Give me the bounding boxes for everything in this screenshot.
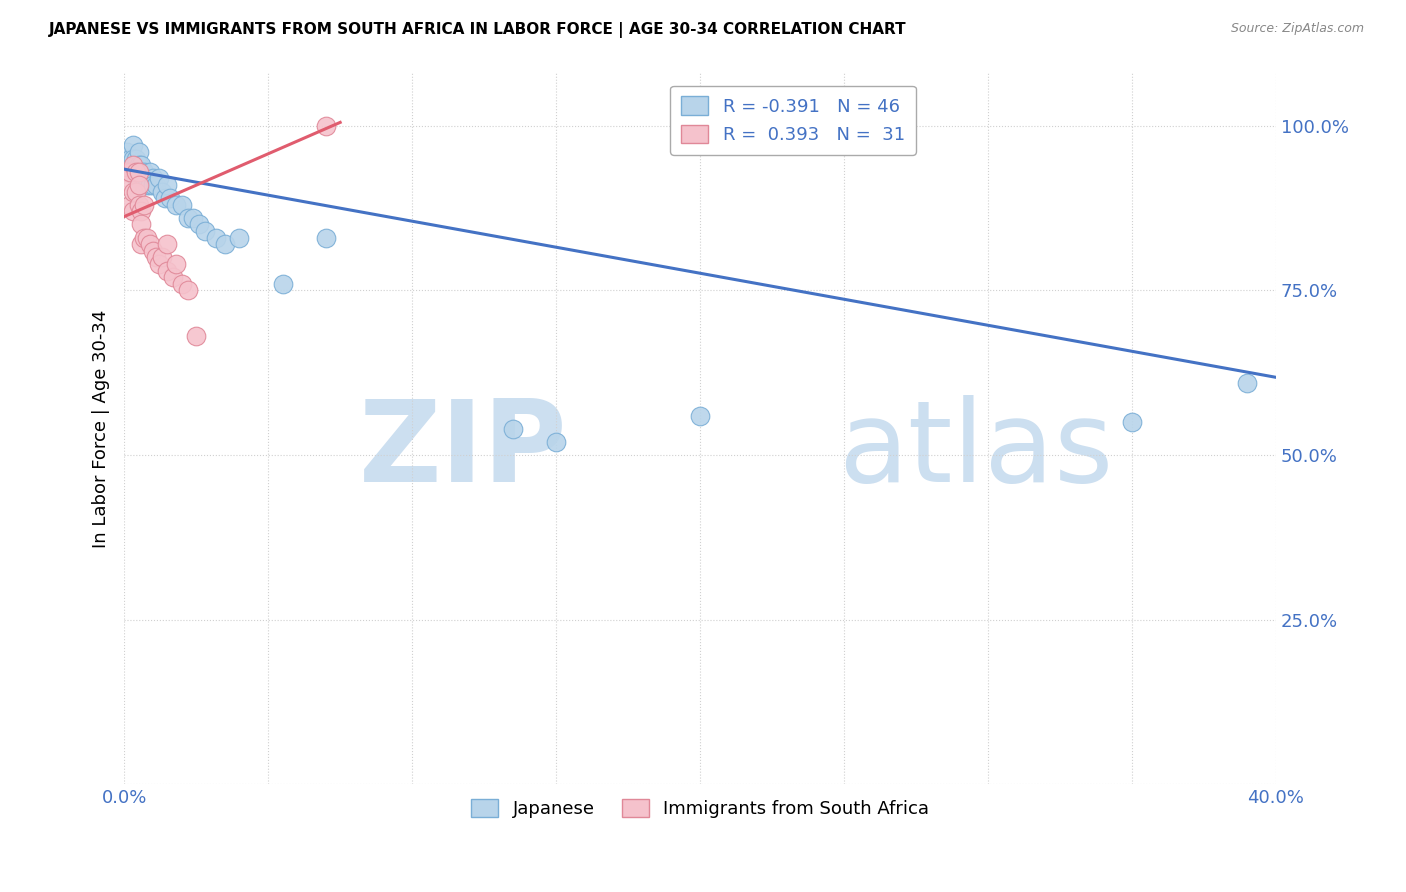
Point	[156, 263, 179, 277]
Point	[136, 171, 159, 186]
Point	[181, 211, 204, 225]
Point	[176, 211, 198, 225]
Point	[205, 230, 228, 244]
Point	[125, 158, 148, 172]
Point	[139, 165, 162, 179]
Point	[228, 230, 250, 244]
Point	[546, 434, 568, 449]
Point	[150, 251, 173, 265]
Point	[115, 145, 138, 159]
Point	[118, 198, 141, 212]
Point	[142, 178, 165, 192]
Point	[159, 191, 181, 205]
Point	[128, 171, 150, 186]
Point	[162, 270, 184, 285]
Point	[153, 191, 176, 205]
Point	[131, 237, 153, 252]
Point	[186, 329, 208, 343]
Point	[115, 178, 138, 192]
Point	[148, 171, 170, 186]
Point	[131, 171, 153, 186]
Point	[128, 158, 150, 172]
Point	[131, 158, 153, 172]
Point	[121, 204, 143, 219]
Point	[115, 165, 138, 179]
Point	[118, 165, 141, 179]
Point	[118, 152, 141, 166]
Point	[134, 165, 156, 179]
Legend: Japanese, Immigrants from South Africa: Japanese, Immigrants from South Africa	[464, 791, 936, 825]
Point	[125, 165, 148, 179]
Point	[165, 257, 187, 271]
Point	[315, 230, 337, 244]
Point	[134, 178, 156, 192]
Y-axis label: In Labor Force | Age 30-34: In Labor Force | Age 30-34	[93, 310, 110, 548]
Point	[142, 244, 165, 258]
Text: ZIP: ZIP	[359, 394, 568, 506]
Point	[125, 152, 148, 166]
Text: JAPANESE VS IMMIGRANTS FROM SOUTH AFRICA IN LABOR FORCE | AGE 30-34 CORRELATION : JAPANESE VS IMMIGRANTS FROM SOUTH AFRICA…	[49, 22, 907, 38]
Point	[115, 158, 138, 172]
Point	[139, 237, 162, 252]
Point	[170, 198, 193, 212]
Point	[170, 277, 193, 291]
Point	[150, 185, 173, 199]
Point	[145, 251, 167, 265]
Point	[1121, 415, 1143, 429]
Point	[165, 198, 187, 212]
Point	[121, 185, 143, 199]
Point	[121, 158, 143, 172]
Point	[131, 165, 153, 179]
Point	[121, 152, 143, 166]
Point	[136, 178, 159, 192]
Point	[148, 257, 170, 271]
Point	[125, 185, 148, 199]
Point	[136, 230, 159, 244]
Point	[125, 171, 148, 186]
Point	[689, 409, 711, 423]
Point	[1236, 376, 1258, 390]
Point	[156, 178, 179, 192]
Point	[142, 171, 165, 186]
Text: atlas: atlas	[838, 394, 1114, 506]
Point	[121, 138, 143, 153]
Point	[134, 230, 156, 244]
Point	[131, 218, 153, 232]
Point	[121, 165, 143, 179]
Point	[502, 422, 524, 436]
Point	[128, 178, 150, 192]
Point	[134, 198, 156, 212]
Point	[315, 119, 337, 133]
Point	[188, 218, 211, 232]
Point	[128, 198, 150, 212]
Text: Source: ZipAtlas.com: Source: ZipAtlas.com	[1230, 22, 1364, 36]
Point	[145, 178, 167, 192]
Point	[194, 224, 217, 238]
Point	[156, 237, 179, 252]
Point	[214, 237, 236, 252]
Point	[128, 165, 150, 179]
Point	[118, 165, 141, 179]
Point	[131, 204, 153, 219]
Point	[271, 277, 294, 291]
Point	[139, 178, 162, 192]
Point	[128, 145, 150, 159]
Point	[176, 284, 198, 298]
